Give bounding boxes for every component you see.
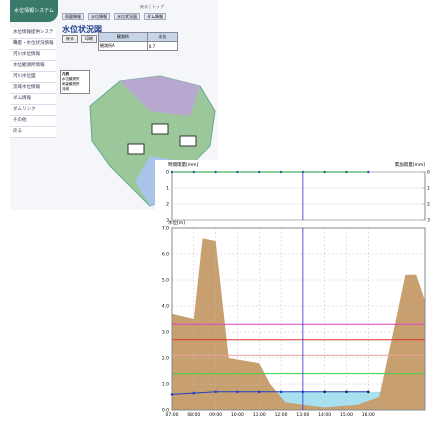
water-level-point (258, 391, 261, 394)
y2-tick-label: 1 (427, 186, 430, 192)
x-tick-label: 08:00 (187, 412, 200, 418)
y2-tick-label: 0 (427, 170, 430, 176)
water-level-point (323, 391, 326, 394)
water-level-point (214, 391, 217, 394)
y-axis-label: 水位[m] (168, 219, 185, 226)
y-tick-label: 3.0 (162, 330, 169, 336)
water-level-point (367, 391, 370, 394)
x-tick-label: 07:00 (166, 412, 179, 418)
y-tick-label: 7.0 (162, 226, 169, 232)
water-level-point (280, 391, 283, 394)
x-tick-label: 16:00 (362, 412, 375, 418)
water-level-point (302, 391, 305, 394)
x-tick-label: 15:00 (340, 412, 353, 418)
x-tick-label: 11:00 (253, 412, 266, 418)
y2-axis-label: 累加雨量[mm] (395, 161, 426, 168)
x-tick-label: 10:00 (231, 412, 244, 418)
y-tick-label: 1.0 (162, 382, 169, 388)
water-level-point (193, 392, 196, 395)
y2-tick-label: 2 (427, 202, 430, 208)
y-tick-label: 1 (166, 186, 169, 192)
x-tick-label: 13:00 (296, 412, 309, 418)
y2-tick-label: 3 (427, 218, 430, 224)
y-tick-label: 2.0 (162, 356, 169, 362)
y-tick-label: 2 (166, 202, 169, 208)
water-level-point (345, 391, 348, 394)
y-tick-label: 6.0 (162, 252, 169, 258)
page: {"header":{"logo":"水位情報システム","links":"戻る… (0, 0, 434, 425)
y-axis-label: 時間雨量[mm] (168, 161, 199, 168)
y-tick-label: 5.0 (162, 278, 169, 284)
water-level-point (236, 391, 239, 394)
water-level-point (171, 393, 174, 396)
x-tick-label: 14:00 (318, 412, 331, 418)
x-tick-label: 09:00 (209, 412, 222, 418)
x-tick-label: 12:00 (275, 412, 288, 418)
y-tick-label: 4.0 (162, 304, 169, 310)
y-tick-label: 0 (166, 170, 169, 176)
chart-panel: 時間雨量[mm]累加雨量[mm]01230123水位[m]0.01.02.03.… (0, 0, 434, 425)
